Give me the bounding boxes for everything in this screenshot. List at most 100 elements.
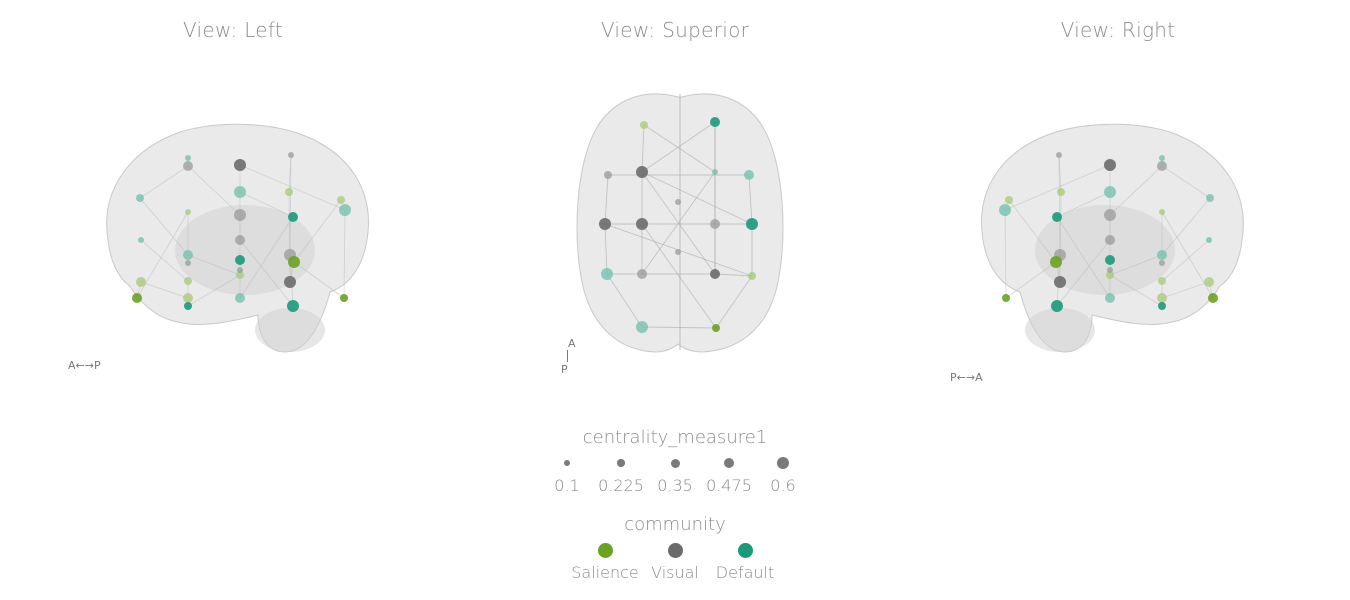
connection-edge bbox=[1004, 164, 1111, 211]
brain-node[interactable] bbox=[636, 166, 648, 178]
brain-node[interactable] bbox=[235, 235, 245, 245]
brain-node[interactable] bbox=[236, 271, 244, 279]
view-title-right: View: Right bbox=[1060, 18, 1176, 42]
brain-node[interactable] bbox=[710, 219, 720, 229]
brain-node[interactable] bbox=[1050, 256, 1062, 268]
brain-view-right[interactable] bbox=[950, 60, 1290, 380]
connection-edge bbox=[293, 199, 342, 263]
brain-node[interactable] bbox=[285, 188, 293, 196]
brain-node[interactable] bbox=[1157, 293, 1167, 303]
brain-node[interactable] bbox=[1105, 255, 1115, 265]
brain-node[interactable] bbox=[1054, 276, 1066, 288]
brain-node[interactable] bbox=[1158, 302, 1166, 310]
community-legend: community Salience Visual Default bbox=[0, 514, 1350, 582]
brain-node[interactable] bbox=[1208, 293, 1218, 303]
brain-node[interactable] bbox=[712, 169, 718, 175]
size-legend-title: centrality_measure1 bbox=[582, 427, 768, 448]
brain-node[interactable] bbox=[183, 250, 193, 260]
connection-edge bbox=[1161, 165, 1211, 199]
brain-node[interactable] bbox=[599, 218, 611, 230]
community-legend-title: community bbox=[624, 514, 726, 535]
connection-edge bbox=[641, 124, 645, 173]
brain-node[interactable] bbox=[1104, 209, 1116, 221]
brain-node[interactable] bbox=[748, 272, 756, 280]
brain-node[interactable] bbox=[712, 324, 720, 332]
brain-node[interactable] bbox=[235, 293, 245, 303]
brain-node[interactable] bbox=[601, 268, 613, 280]
size-legend-label: 0.35 bbox=[657, 476, 693, 495]
size-legend-label: 0.475 bbox=[706, 476, 752, 495]
brain-node[interactable] bbox=[1105, 293, 1115, 303]
brain-node[interactable] bbox=[183, 161, 193, 171]
brain-node[interactable] bbox=[710, 117, 720, 127]
brain-node[interactable] bbox=[183, 293, 193, 303]
brain-node[interactable] bbox=[184, 277, 192, 285]
brain-node[interactable] bbox=[234, 159, 246, 171]
brain-node[interactable] bbox=[1159, 155, 1165, 161]
brain-node[interactable] bbox=[999, 204, 1011, 216]
brain-node[interactable] bbox=[1056, 152, 1062, 158]
brain-node[interactable] bbox=[1105, 235, 1115, 245]
brain-node[interactable] bbox=[1104, 186, 1116, 198]
brain-node[interactable] bbox=[1158, 277, 1166, 285]
brain-node[interactable] bbox=[288, 212, 298, 222]
brain-node[interactable] bbox=[637, 269, 647, 279]
brain-node[interactable] bbox=[138, 237, 144, 243]
orientation-right: P←→A bbox=[950, 371, 983, 384]
brain-node[interactable] bbox=[640, 121, 648, 129]
brain-node[interactable] bbox=[1204, 277, 1214, 287]
brain-node[interactable] bbox=[136, 277, 146, 287]
brain-node[interactable] bbox=[284, 276, 296, 288]
brain-node[interactable] bbox=[339, 204, 351, 216]
brain-node[interactable] bbox=[604, 171, 612, 179]
brain-node[interactable] bbox=[1206, 194, 1214, 202]
brain-node[interactable] bbox=[185, 260, 191, 266]
brain-node[interactable] bbox=[1107, 267, 1113, 273]
brain-node[interactable] bbox=[337, 196, 345, 204]
brain-node[interactable] bbox=[746, 218, 758, 230]
brain-node[interactable] bbox=[185, 209, 191, 215]
connection-edge bbox=[187, 254, 241, 276]
connection-edge bbox=[1058, 154, 1062, 193]
view-title-left: View: Left bbox=[182, 18, 284, 42]
brain-node[interactable] bbox=[1206, 237, 1212, 243]
brain-node[interactable] bbox=[340, 294, 348, 302]
brain-node[interactable] bbox=[1052, 212, 1062, 222]
brain-node[interactable] bbox=[288, 152, 294, 158]
brain-node[interactable] bbox=[184, 302, 192, 310]
brain-node[interactable] bbox=[237, 267, 243, 273]
brain-node[interactable] bbox=[675, 199, 681, 205]
connection-edge bbox=[1161, 197, 1211, 256]
brain-node[interactable] bbox=[675, 249, 681, 255]
brain-node[interactable] bbox=[636, 218, 648, 230]
brain-view-left[interactable] bbox=[60, 60, 400, 380]
brain-node[interactable] bbox=[636, 321, 648, 333]
brain-node[interactable] bbox=[1057, 188, 1065, 196]
community-legend-dot bbox=[667, 542, 683, 558]
brain-node[interactable] bbox=[1159, 209, 1165, 215]
brain-node[interactable] bbox=[185, 155, 191, 161]
brain-node[interactable] bbox=[744, 170, 754, 180]
brain-node[interactable] bbox=[1002, 294, 1010, 302]
size-legend-dot bbox=[564, 460, 570, 466]
brain-node[interactable] bbox=[234, 186, 246, 198]
brain-view-superior[interactable] bbox=[560, 82, 800, 392]
brain-node[interactable] bbox=[1005, 196, 1013, 204]
brain-node[interactable] bbox=[1157, 161, 1167, 171]
brain-node[interactable] bbox=[287, 300, 299, 312]
brain-node[interactable] bbox=[1104, 159, 1116, 171]
brain-node[interactable] bbox=[1051, 300, 1063, 312]
brain-node[interactable] bbox=[710, 269, 720, 279]
brain-node[interactable] bbox=[288, 256, 300, 268]
connection-edge bbox=[140, 239, 189, 282]
connection-edge bbox=[1004, 209, 1007, 299]
connection-edge bbox=[239, 191, 294, 218]
brain-right-svg bbox=[981, 123, 1244, 353]
brain-node[interactable] bbox=[136, 194, 144, 202]
brain-node[interactable] bbox=[1106, 271, 1114, 279]
brain-node[interactable] bbox=[235, 255, 245, 265]
brain-node[interactable] bbox=[1157, 250, 1167, 260]
brain-node[interactable] bbox=[132, 293, 142, 303]
brain-node[interactable] bbox=[1159, 260, 1165, 266]
brain-node[interactable] bbox=[234, 209, 246, 221]
